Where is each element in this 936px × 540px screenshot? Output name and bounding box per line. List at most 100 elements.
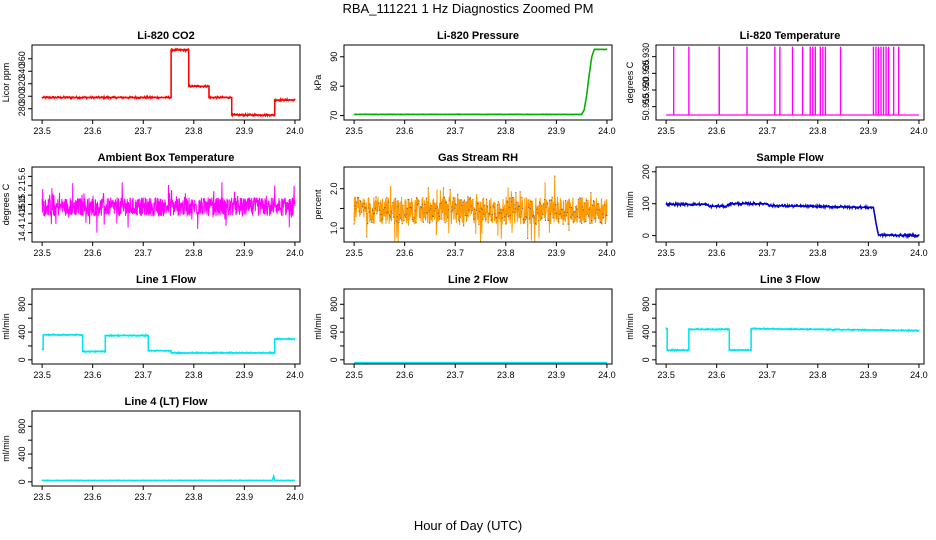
series-point xyxy=(392,201,394,204)
series-point xyxy=(403,220,405,222)
series-point xyxy=(585,221,587,223)
series-point xyxy=(484,204,486,206)
series-point xyxy=(357,196,359,199)
series-trace xyxy=(353,176,608,242)
x-tick-label: 24.0 xyxy=(910,126,928,136)
series-point xyxy=(572,221,574,223)
series-point xyxy=(432,215,434,218)
plot-frame xyxy=(655,166,925,243)
series-point xyxy=(366,236,368,238)
series-point xyxy=(534,222,536,225)
series-point xyxy=(443,196,445,198)
series-point xyxy=(388,214,391,216)
x-tick-label: 24.0 xyxy=(598,370,616,380)
series-group xyxy=(665,326,920,353)
series-point xyxy=(406,208,408,210)
x-tick-label: 23.6 xyxy=(84,370,102,380)
series-point xyxy=(415,222,417,224)
series-point xyxy=(364,206,366,209)
series-point xyxy=(468,209,470,211)
series-group xyxy=(353,48,608,116)
series-point xyxy=(595,212,597,214)
series-point xyxy=(444,222,446,224)
series-point xyxy=(421,204,423,206)
series-point xyxy=(506,214,508,216)
y-axis-label: Licor ppm xyxy=(1,63,11,103)
series-point xyxy=(475,209,477,212)
series-point xyxy=(538,220,540,222)
plot-frame xyxy=(343,44,613,121)
series-point xyxy=(441,218,443,220)
y-tick-label: 1.0 xyxy=(329,222,339,235)
x-tick-label: 23.7 xyxy=(446,248,464,258)
y-axis-label: ml/min xyxy=(625,191,635,218)
series-point xyxy=(435,207,437,210)
panel-title: Line 3 Flow xyxy=(760,274,820,286)
series-point xyxy=(565,215,568,217)
series-point xyxy=(528,218,531,220)
series-point xyxy=(514,207,516,209)
series-point xyxy=(369,203,371,205)
series-point xyxy=(436,206,439,208)
series-point xyxy=(457,193,459,195)
y-tick-label: 0 xyxy=(329,357,339,362)
series-point xyxy=(521,196,523,198)
series-point xyxy=(416,203,418,205)
series-point xyxy=(397,206,399,208)
series-point xyxy=(543,198,546,201)
panel-5: Gas Stream RH percent 23.5 23.6 23.7 23.8 23.9… xyxy=(313,152,616,258)
series-point xyxy=(434,210,436,212)
y-axis-label: ml/min xyxy=(1,313,11,340)
y-axis-label: degrees C xyxy=(625,61,635,103)
x-tick-label: 24.0 xyxy=(286,248,304,258)
series-point xyxy=(484,218,487,220)
x-tick-label: 23.5 xyxy=(33,492,51,502)
series-point xyxy=(522,218,525,221)
series-point xyxy=(447,209,450,211)
series-point xyxy=(525,215,527,218)
series-point xyxy=(411,219,413,221)
series-point xyxy=(474,208,476,211)
figure-title: RBA_111221 1 Hz Diagnostics Zoomed PM xyxy=(342,1,594,16)
x-tick-label: 23.5 xyxy=(33,370,51,380)
series-point xyxy=(447,217,449,219)
series-point xyxy=(450,211,452,213)
series-point xyxy=(480,207,482,209)
panel-title: Gas Stream RH xyxy=(438,152,518,164)
series-point xyxy=(512,211,514,213)
series-point xyxy=(395,220,397,222)
series-point xyxy=(479,210,481,213)
series-point xyxy=(517,206,520,208)
series-trace xyxy=(353,48,608,116)
y-tick-label: 400 xyxy=(17,325,27,340)
series-point xyxy=(380,213,382,216)
x-tick-label: 23.9 xyxy=(548,126,566,136)
series-point xyxy=(536,208,538,210)
series-point xyxy=(474,212,477,214)
series-point xyxy=(583,221,585,223)
series-point xyxy=(429,222,431,224)
x-tick-label: 23.9 xyxy=(236,126,254,136)
x-tick-label: 24.0 xyxy=(598,248,616,258)
x-tick-label: 23.5 xyxy=(657,126,675,136)
series-point xyxy=(497,201,499,203)
series-point xyxy=(597,203,599,205)
series-point xyxy=(563,214,565,217)
panel-10: Line 4 (LT) Flow ml/min 23.5 23.6 23.7 23.8 23… xyxy=(1,396,304,502)
series-point xyxy=(541,217,543,219)
series-point xyxy=(461,204,463,206)
series-point xyxy=(592,204,594,206)
series-point xyxy=(540,218,542,220)
series-point xyxy=(417,202,419,205)
x-tick-label: 23.6 xyxy=(84,126,102,136)
series-point xyxy=(371,221,373,224)
series-point xyxy=(368,211,370,213)
series-point xyxy=(524,218,526,221)
series-point xyxy=(507,215,509,217)
series-point xyxy=(491,213,493,216)
series-point xyxy=(606,214,608,216)
series-point xyxy=(393,222,396,224)
series-point xyxy=(519,191,521,193)
series-point xyxy=(445,201,447,204)
series-point xyxy=(465,201,467,203)
